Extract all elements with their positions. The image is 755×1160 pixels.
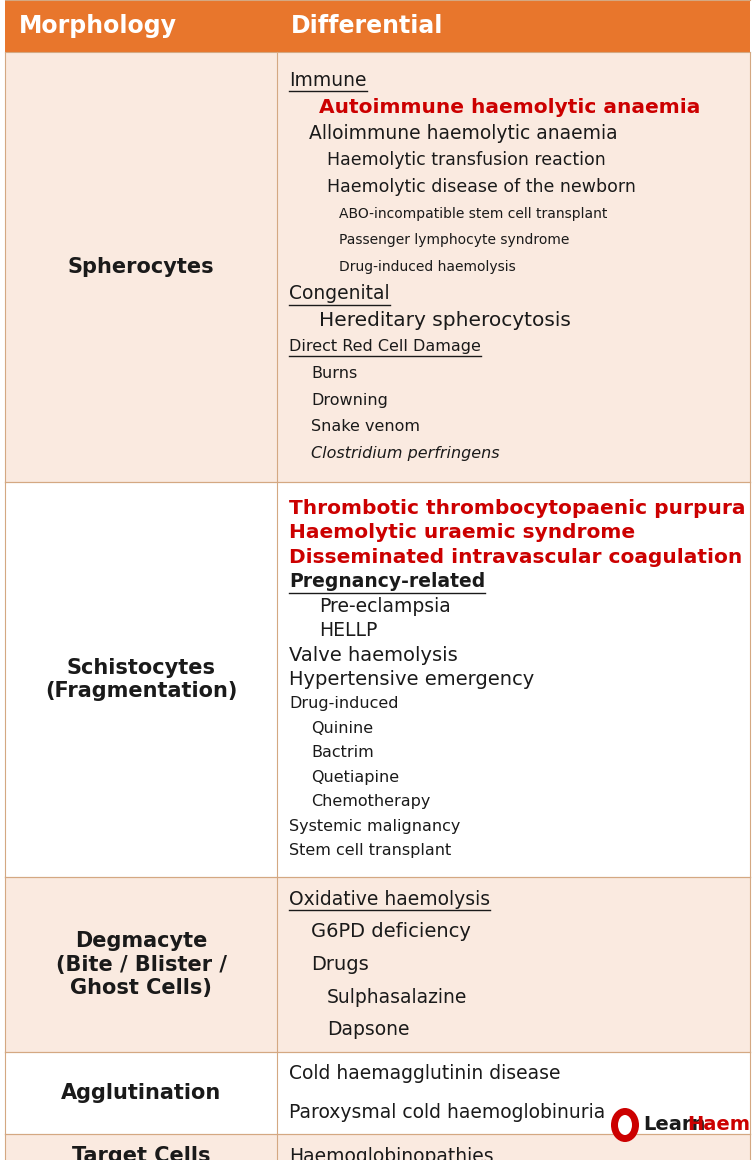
Text: Pre-eclampsia: Pre-eclampsia [319,596,451,616]
Ellipse shape [618,1115,632,1134]
Ellipse shape [611,1108,639,1141]
Bar [5,483,750,877]
Text: Direct Red Cell Damage: Direct Red Cell Damage [289,340,481,355]
Text: Systemic malignancy: Systemic malignancy [289,819,461,834]
Text: Alloimmune haemolytic anaemia: Alloimmune haemolytic anaemia [309,124,618,143]
Text: Haemolytic uraemic syndrome: Haemolytic uraemic syndrome [289,523,635,542]
Text: Snake venom: Snake venom [311,420,420,435]
Text: Chemotherapy: Chemotherapy [311,795,430,810]
Bar [5,1052,750,1134]
Bar [5,52,750,483]
Text: Paroxysmal cold haemoglobinuria: Paroxysmal cold haemoglobinuria [289,1102,606,1122]
Text: Quetiapine: Quetiapine [311,770,399,785]
Text: Differential: Differential [291,14,443,38]
Text: Bactrim: Bactrim [311,746,374,761]
Text: Sulphasalazine: Sulphasalazine [327,987,467,1007]
Text: Clostridium perfringens: Clostridium perfringens [311,447,500,462]
Text: Haemolytic transfusion reaction: Haemolytic transfusion reaction [327,151,606,169]
Text: Hereditary spherocytosis: Hereditary spherocytosis [319,311,571,329]
Text: Drugs: Drugs [311,955,368,974]
Text: Drug-induced haemolysis: Drug-induced haemolysis [339,260,516,274]
Text: Thrombotic thrombocytopaenic purpura: Thrombotic thrombocytopaenic purpura [289,499,745,517]
Text: Hypertensive emergency: Hypertensive emergency [289,670,535,689]
Text: Dapsone: Dapsone [327,1020,409,1039]
Text: Congenital: Congenital [289,284,390,303]
Text: Haemoglobinopathies: Haemoglobinopathies [289,1147,494,1160]
Text: G6PD deficiency: G6PD deficiency [311,922,471,942]
Text: Immune: Immune [289,71,366,89]
Text: Spherocytes: Spherocytes [68,258,214,277]
Text: Valve haemolysis: Valve haemolysis [289,645,458,665]
Text: ABO-incompatible stem cell transplant: ABO-incompatible stem cell transplant [339,206,607,220]
Text: Disseminated intravascular coagulation: Disseminated intravascular coagulation [289,548,742,566]
Text: Haemolytic disease of the newborn: Haemolytic disease of the newborn [327,177,636,196]
Text: Target Cells: Target Cells [72,1146,210,1160]
Text: HELLP: HELLP [319,621,378,640]
Bar [5,1134,750,1160]
Text: Agglutination: Agglutination [61,1083,221,1103]
Text: Learn: Learn [643,1116,705,1134]
Text: Quinine: Quinine [311,722,373,735]
Text: Drowning: Drowning [311,393,388,408]
Text: Burns: Burns [311,367,357,382]
Text: Drug-induced: Drug-induced [289,696,399,711]
Bar [5,877,750,1052]
Text: Morphology: Morphology [19,14,177,38]
Text: Degmacyte
(Bite / Blister /
Ghost Cells): Degmacyte (Bite / Blister / Ghost Cells) [56,931,226,998]
Bar [5,0,750,52]
Text: Cold haemagglutinin disease: Cold haemagglutinin disease [289,1065,560,1083]
Text: Stem cell transplant: Stem cell transplant [289,843,451,858]
Text: Autoimmune haemolytic anaemia: Autoimmune haemolytic anaemia [319,97,701,116]
Text: Pregnancy-related: Pregnancy-related [289,572,485,592]
Text: Schistocytes
(Fragmentation): Schistocytes (Fragmentation) [45,658,237,701]
Text: Haem: Haem [687,1116,750,1134]
Text: Oxidative haemolysis: Oxidative haemolysis [289,890,490,909]
Text: Passenger lymphocyte syndrome: Passenger lymphocyte syndrome [339,233,569,247]
